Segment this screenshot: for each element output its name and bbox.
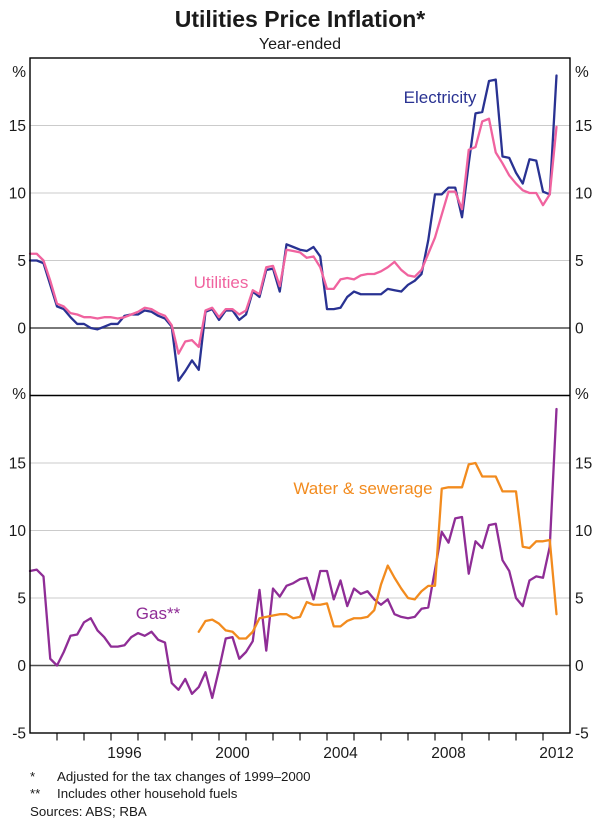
x-axis-year-label-2004: 2004 [323, 745, 358, 762]
y-tick-label-right-bottom-15: 15 [575, 456, 592, 473]
y-tick-label-left-top-0: 0 [17, 321, 26, 338]
y-axis-unit-right-bottom: % [575, 386, 589, 403]
y-tick-label-left-top-5: 5 [17, 253, 26, 270]
y-tick-label-left-bottom-15: 15 [9, 456, 26, 473]
footnote-1-text: Adjusted for the tax changes of 1999–200… [57, 769, 311, 784]
y-tick-label-right-bottom-10: 10 [575, 523, 593, 540]
footnote-2-text: Includes other household fuels [57, 786, 238, 801]
series-line-electricity [28, 74, 558, 382]
footnote-2: ** Includes other household fuels [30, 785, 590, 802]
series-line-utilities [28, 117, 558, 355]
y-tick-label-right-top-0: 0 [575, 321, 584, 338]
y-tick-label-right-bottom--5: -5 [575, 726, 589, 743]
y-tick-label-left-bottom-10: 10 [9, 523, 27, 540]
y-tick-label-left-bottom-0: 0 [17, 658, 26, 675]
series-label-utilities: Utilities [194, 273, 249, 292]
series-label-water-sewerage: Water & sewerage [293, 479, 432, 498]
series-line-water-sewerage [197, 461, 558, 640]
y-axis-unit-right-top: % [575, 64, 589, 81]
chart-subtitle: Year-ended [258, 36, 342, 53]
y-tick-label-right-top-5: 5 [575, 253, 584, 270]
footnotes: * Adjusted for the tax changes of 1999–2… [30, 768, 590, 820]
series-line-gas- [28, 407, 558, 700]
x-axis-year-label-1996: 1996 [107, 745, 141, 762]
x-axis-year-label-2008: 2008 [431, 745, 465, 762]
y-tick-label-left-bottom-5: 5 [17, 591, 26, 608]
series-label-electricity: Electricity [404, 88, 477, 107]
y-tick-label-right-top-10: 10 [575, 186, 593, 203]
sources-line: Sources: ABS; RBA [30, 804, 147, 819]
y-tick-label-left-top-10: 10 [9, 186, 27, 203]
y-axis-unit-left-top: % [12, 64, 26, 81]
y-tick-label-right-bottom-0: 0 [575, 658, 584, 675]
y-tick-label-left-bottom--5: -5 [12, 726, 26, 743]
y-axis-unit-left-bottom: % [12, 386, 26, 403]
y-tick-label-right-bottom-5: 5 [575, 591, 584, 608]
x-axis-year-label-2012: 2012 [539, 745, 573, 762]
footnote-1: * Adjusted for the tax changes of 1999–2… [30, 768, 590, 785]
y-tick-label-left-top-15: 15 [9, 118, 26, 135]
y-tick-label-right-top-15: 15 [575, 118, 592, 135]
series-label-gas-: Gas** [136, 604, 181, 623]
x-axis-year-label-2000: 2000 [215, 745, 250, 762]
footnote-2-marker: ** [30, 786, 41, 801]
chart-title: Utilities Price Inflation* [174, 6, 426, 32]
footnote-1-marker: * [30, 769, 36, 784]
